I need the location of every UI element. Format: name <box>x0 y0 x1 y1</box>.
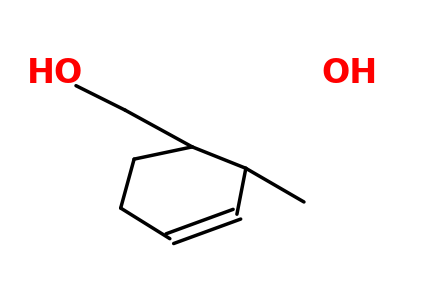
Text: HO: HO <box>27 57 83 90</box>
Text: OH: OH <box>322 57 378 90</box>
